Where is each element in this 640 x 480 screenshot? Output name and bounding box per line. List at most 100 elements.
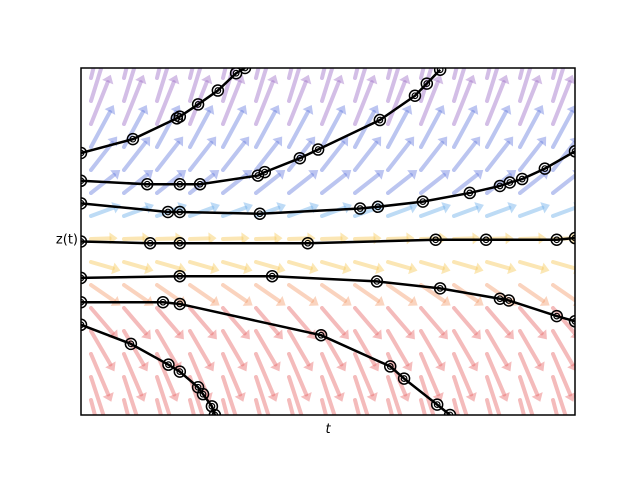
field-arrow-head — [473, 170, 484, 180]
field-arrow-shaft — [452, 68, 467, 103]
field-arrow-head — [430, 45, 441, 54]
marker-inner — [505, 297, 513, 304]
field-arrow-shaft — [287, 68, 302, 103]
field-arrow-head — [461, 17, 473, 26]
marker-outer — [173, 365, 187, 378]
marker-inner — [433, 401, 441, 408]
observation-marker — [193, 177, 207, 191]
observation-marker — [550, 309, 563, 323]
field-arrow-shaft — [188, 306, 214, 336]
field-arrow-head — [144, 202, 154, 214]
field-arrow-shaft — [551, 352, 573, 397]
marker-outer — [208, 408, 222, 415]
marker-inner — [129, 135, 137, 143]
field-arrow-shaft — [155, 109, 178, 149]
field-arrow-head — [168, 392, 180, 402]
field-arrow-shaft — [122, 260, 148, 271]
field-arrow-head — [229, 476, 241, 480]
field-arrow-shaft — [223, 423, 234, 477]
field-arrow-shaft — [221, 236, 244, 241]
field-arrow-head — [243, 262, 253, 275]
field-arrow-shaft — [221, 109, 244, 149]
field-arrow-head — [306, 329, 316, 340]
field-arrow-head — [408, 202, 418, 214]
observation-marker — [515, 172, 529, 186]
field-arrow-head — [270, 361, 281, 372]
field-arrow-shaft — [419, 375, 436, 415]
marker-inner — [296, 154, 304, 162]
field-arrow-shaft — [89, 306, 115, 336]
field-arrow-head — [102, 392, 114, 402]
field-arrow-head — [366, 392, 378, 402]
observation-marker — [479, 233, 493, 247]
field-arrow-shaft — [485, 329, 509, 367]
field-arrow-head — [206, 136, 217, 147]
field-arrow-shaft — [89, 68, 96, 80]
field-arrow-shaft — [91, 423, 102, 477]
marker-inner — [211, 411, 219, 415]
marker-inner — [81, 321, 85, 329]
field-arrow-head — [473, 295, 484, 306]
field-arrow-shaft — [320, 68, 335, 103]
field-arrow-shaft — [485, 260, 511, 271]
marker-outer — [162, 358, 175, 371]
field-arrow-head — [100, 45, 111, 54]
field-arrow-head — [431, 422, 442, 431]
field-arrow-head — [111, 262, 121, 275]
field-arrow-shaft — [188, 68, 195, 80]
observation-marker — [173, 177, 187, 191]
field-arrow-head — [507, 262, 517, 275]
observation-marker — [161, 205, 175, 219]
field-arrow-shaft — [221, 329, 245, 367]
field-arrow-shaft — [518, 283, 546, 303]
field-arrow-shaft — [518, 109, 541, 149]
field-arrow-shaft — [551, 260, 575, 271]
observation-marker — [408, 89, 422, 103]
marker-inner — [176, 239, 184, 247]
field-arrow-head — [342, 202, 352, 214]
marker-outer — [81, 197, 88, 210]
field-arrow-head — [538, 232, 547, 245]
field-arrow-shaft — [551, 205, 575, 218]
marker-outer — [251, 169, 265, 182]
field-arrow-shaft — [520, 423, 531, 477]
field-arrow-shaft — [386, 375, 403, 415]
field-arrow-shaft — [89, 205, 116, 218]
field-arrow-head — [204, 361, 215, 372]
field-arrow-head — [308, 170, 319, 180]
field-arrow-shaft — [155, 236, 178, 241]
field-arrow-shaft — [452, 172, 479, 195]
field-arrow-shaft — [419, 68, 434, 103]
observation-marker — [420, 77, 434, 90]
field-arrow-shaft — [155, 68, 162, 80]
marker-inner — [208, 402, 216, 410]
field-arrow-head — [98, 17, 110, 26]
field-arrow-head — [507, 202, 517, 214]
field-arrow-head — [163, 476, 175, 480]
field-arrow-head — [176, 170, 187, 180]
field-arrow-head — [434, 104, 446, 115]
field-arrow-shaft — [485, 68, 500, 103]
field-arrow-shaft — [256, 423, 267, 477]
field-arrow-head — [296, 17, 308, 26]
field-arrow-shaft — [155, 260, 181, 271]
field-arrow-shaft — [355, 423, 366, 477]
field-arrow-head — [495, 451, 507, 460]
field-arrow-head — [427, 476, 439, 480]
field-arrow-head — [135, 74, 147, 85]
marker-outer — [568, 231, 575, 245]
field-arrow-head — [240, 329, 250, 340]
field-arrow-head — [399, 392, 411, 402]
field-arrow-head — [135, 392, 147, 402]
field-arrow-shaft — [122, 398, 130, 415]
field-arrow-shaft — [419, 398, 427, 415]
field-arrow-shaft — [320, 80, 341, 126]
field-arrow-head — [540, 202, 550, 214]
marker-inner — [81, 298, 85, 306]
marker-outer — [173, 110, 187, 123]
field-arrow-head — [232, 45, 243, 54]
field-arrow-head — [465, 74, 477, 85]
field-arrow-shaft — [419, 352, 441, 397]
field-arrow-shaft — [452, 109, 475, 149]
field-arrow-head — [474, 262, 484, 275]
